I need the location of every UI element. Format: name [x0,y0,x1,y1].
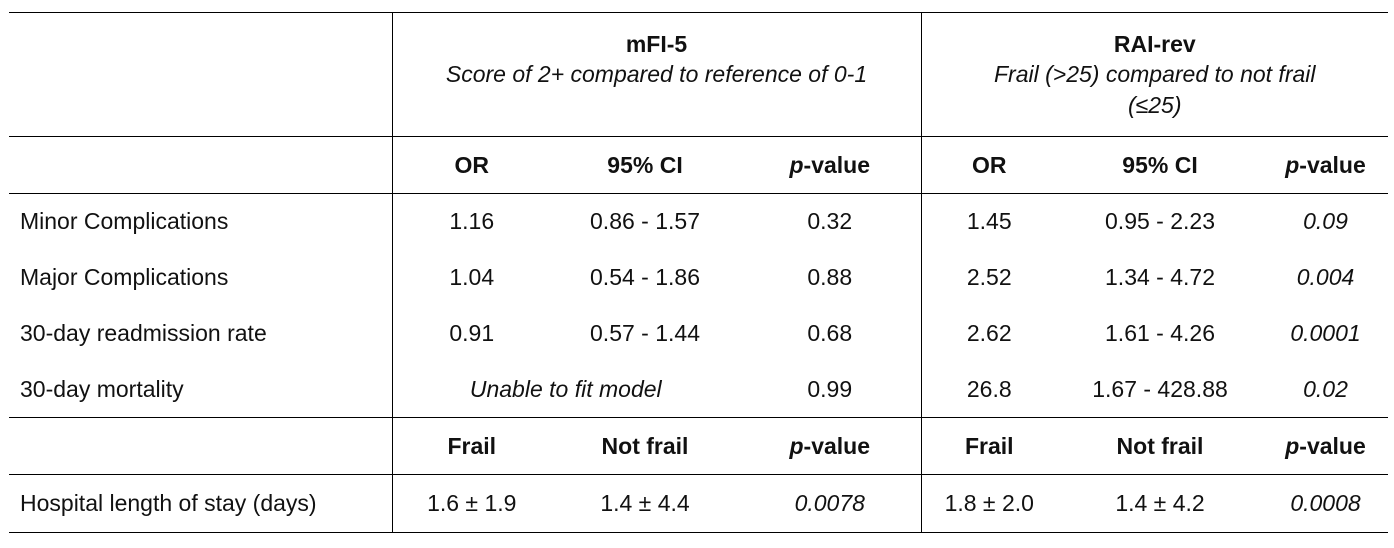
mfi-or-cell: 0.91 [391,305,551,362]
rai-group-subtitle-line2: (≤25) [1127,91,1182,118]
row-label: Major Complications [20,264,229,290]
p-italic: p [1285,432,1300,459]
row-label: Minor Complications [20,208,229,235]
mfi-p-cell: 0.32 [807,208,853,235]
rai-frail-cell: 1.8 ± 2.0 [920,474,1057,533]
rai-or-cell: 2.52 [920,249,1057,306]
row-label: 30-day readmission rate [20,320,267,346]
rai-p-header: p-value [1263,136,1388,194]
rai-ci-cell: 1.61 - 4.26 [1105,320,1215,346]
rai-or-cell: 26.8 [920,361,1057,418]
table-row: 30-day readmission rate 0.91 0.57 - 1.44… [9,305,1388,362]
rai-p-cell: 0.004 [1296,264,1355,290]
mfi-frail-cell: 1.6 ± 1.9 [391,474,551,533]
p-italic: p [789,432,804,459]
mfi-group-subtitle: Score of 2+ compared to reference of 0-1 [445,60,868,87]
mfi-ci-header: 95% CI [551,136,739,194]
rai-ci-cell: 1.67 - 428.88 [1092,375,1228,402]
mfi-or-cell: 1.04 [391,249,551,306]
rai-group-header: RAI-rev Frail (>25) compared to not frai… [920,12,1388,137]
mfi-group-subtitle-spacer [393,90,921,121]
column-header-row: OR 95% CI p-value OR 95% CI p-value [9,136,1388,194]
mfi-frail-header: Frail [391,417,551,475]
row-label: Hospital length of stay (days) [9,474,392,533]
column-header-row-2: Frail Not frail p-value Frail Not frail … [9,417,1388,475]
mfi-ci-cell: 0.57 - 1.44 [590,320,700,346]
table-row-los: Hospital length of stay (days) 1.6 ± 1.9… [9,474,1388,533]
table-row-mortality: 30-day mortality Unable to fit model 0.9… [9,361,1388,418]
mfi-p-cell: 0.88 [807,264,853,290]
rai-notfrail-header: Not frail [1057,417,1263,475]
mfi-ci-cell: 0.86 - 1.57 [590,208,700,235]
mfi-or-header: OR [391,136,551,194]
mfi-notfrail-cell: 1.4 ± 4.4 [551,474,739,533]
rai-notfrail-cell: 1.4 ± 4.2 [1057,474,1263,533]
mfi-p-header: p-value [739,417,921,475]
mfi-or-cell: 1.16 [391,193,551,250]
p-suffix: -value [803,151,871,178]
rai-p-cell: 0.0001 [1290,320,1361,346]
rai-ci-header: 95% CI [1057,136,1263,194]
empty-header-cell [9,136,392,194]
rai-or-header: OR [920,136,1057,194]
rai-or-cell: 1.45 [920,193,1057,250]
mfi-ci-cell: 0.54 - 1.86 [590,264,700,290]
rai-ci-cell: 0.95 - 2.23 [1105,208,1215,235]
p-italic: p [1285,151,1300,178]
mfi-notfrail-header: Not frail [551,417,739,475]
results-table-wrapper: mFI-5 Score of 2+ compared to reference … [9,12,1388,533]
p-italic: p [789,151,804,178]
mfi-p-cell: 0.99 [807,375,853,402]
mfi-group-title: mFI-5 [625,30,688,57]
row-label: 30-day mortality [20,375,184,402]
mfi-group-header: mFI-5 Score of 2+ compared to reference … [391,12,921,137]
mfi-p-header: p-value [739,136,921,194]
rai-group-title: RAI-rev [1113,30,1196,57]
results-table: mFI-5 Score of 2+ compared to reference … [9,12,1388,533]
rai-group-subtitle-line1: Frail (>25) compared to not frail [994,60,1316,87]
mfi-p-cell: 0.0078 [739,474,921,533]
rai-p-cell: 0.09 [1303,208,1348,235]
rai-ci-cell: 1.34 - 4.72 [1105,264,1215,290]
mfi-p-cell: 0.68 [807,320,853,346]
p-suffix: -value [1299,432,1366,459]
table-row: Minor Complications 1.16 0.86 - 1.57 0.3… [9,193,1388,250]
mfi-unable-to-fit-cell: Unable to fit model [391,361,739,418]
rai-frail-header: Frail [920,417,1057,475]
rai-p-cell: 0.02 [1303,375,1348,402]
p-suffix: -value [1299,151,1366,178]
empty-header-cell [9,417,392,475]
group-header-row: mFI-5 Score of 2+ compared to reference … [9,12,1388,137]
rai-or-cell: 2.62 [920,305,1057,362]
rai-p-header: p-value [1263,417,1388,475]
rai-p-cell: 0.0008 [1263,474,1388,533]
p-suffix: -value [803,432,871,459]
table-row: Major Complications 1.04 0.54 - 1.86 0.8… [9,249,1388,306]
empty-corner-cell [9,12,392,137]
